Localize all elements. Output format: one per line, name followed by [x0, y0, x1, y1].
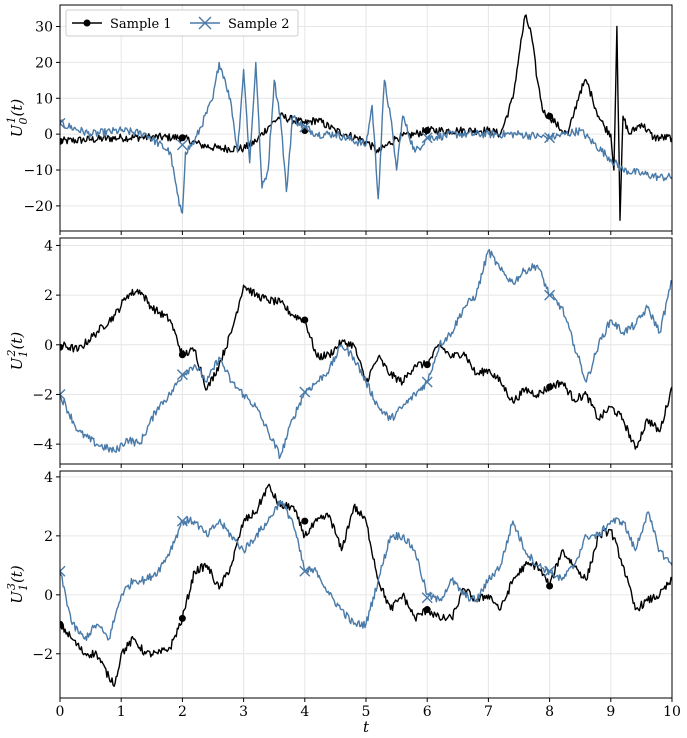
marker-circle — [178, 134, 186, 142]
legend-entry-1: Sample 1 — [72, 17, 172, 32]
marker-x — [176, 139, 188, 151]
marker-circle — [178, 614, 186, 622]
marker-circle — [546, 582, 554, 590]
marker-circle — [60, 137, 64, 145]
marker-x — [421, 592, 433, 604]
panel-2: −4 −2 0 2 4 U12(t) — [5, 237, 673, 468]
y-tick-label: −2 — [32, 387, 53, 403]
marker-circle — [301, 127, 309, 135]
y-tick-label: 2 — [44, 288, 53, 304]
series-line-1 — [60, 483, 672, 687]
series-line-2 — [60, 61, 672, 214]
marker-circle — [423, 606, 431, 614]
legend-box — [65, 9, 299, 37]
y-tick-label: −4 — [32, 437, 53, 453]
marker-circle — [423, 361, 431, 369]
y-tick-label: −2 — [32, 647, 53, 663]
series-1 — [60, 14, 672, 221]
legend-marker-circle — [83, 19, 91, 27]
legend: Sample 1 Sample 2 — [65, 9, 299, 37]
y-tick-label: −10 — [23, 163, 53, 179]
x-tick-label: 3 — [239, 704, 248, 720]
y-axis-label: U12(t) — [5, 332, 30, 371]
marker-x — [421, 132, 433, 144]
y-axis-label: U01(t) — [5, 99, 30, 138]
series-line-2 — [60, 499, 672, 641]
x-tick-label: 5 — [362, 704, 371, 720]
x-tick-label: 8 — [545, 704, 554, 720]
y-tick-label: 2 — [44, 529, 53, 545]
legend-entry-2: Sample 2 — [190, 16, 290, 32]
series-2 — [60, 248, 672, 460]
marker-circle — [60, 620, 64, 628]
y-tick-label: 4 — [44, 470, 53, 486]
y-tick-label: 0 — [44, 338, 53, 354]
x-axis: 0 1 2 3 4 5 6 7 8 9 10 t — [56, 704, 681, 736]
marker-circle — [423, 127, 431, 135]
legend-label: Sample 1 — [110, 17, 172, 32]
marker-circle — [301, 316, 309, 324]
y-tick-label: 30 — [35, 20, 53, 36]
marker-x — [544, 132, 556, 144]
x-tick-label: 4 — [300, 704, 309, 720]
marker-circle — [60, 343, 64, 351]
marker-x — [299, 565, 311, 577]
marker-circle — [546, 112, 554, 120]
marker-x — [60, 388, 66, 400]
x-tick-label: 7 — [484, 704, 493, 720]
legend-marker-x — [198, 16, 212, 30]
marker-x — [421, 376, 433, 388]
y-tick-label: 0 — [44, 588, 53, 604]
y-axis-label: U13(t) — [5, 565, 30, 604]
y-tick-label: 4 — [44, 238, 53, 254]
series-1 — [60, 483, 672, 687]
x-tick-label: 1 — [117, 704, 126, 720]
y-tick-label: 0 — [44, 127, 53, 143]
marker-circle — [178, 351, 186, 359]
legend-label: Sample 2 — [228, 17, 290, 32]
marker-x — [60, 117, 66, 129]
x-tick-label: 0 — [56, 704, 65, 720]
series-2 — [60, 61, 672, 214]
marker-x — [60, 565, 66, 577]
panel-1: −20 −10 0 10 20 30 U01(t) — [5, 4, 673, 235]
marker-circle — [301, 517, 309, 525]
series-2 — [60, 499, 672, 641]
marker-circle — [546, 383, 554, 391]
marker-x — [176, 369, 188, 381]
series-line-2 — [60, 248, 672, 460]
marker-x — [544, 565, 556, 577]
marker-x — [299, 386, 311, 398]
y-tick-label: 10 — [35, 91, 53, 107]
panel-3: −2 0 2 4 U13(t) — [5, 470, 673, 702]
marker-x — [176, 515, 188, 527]
x-tick-label: 2 — [178, 704, 187, 720]
y-tick-label: 20 — [35, 55, 53, 71]
x-tick-label: 6 — [423, 704, 432, 720]
marker-x — [544, 289, 556, 301]
y-tick-label: −20 — [23, 199, 53, 215]
marker-x — [299, 121, 311, 133]
x-tick-label: 9 — [606, 704, 615, 720]
x-axis-label: t — [363, 718, 370, 736]
x-tick-label: 10 — [663, 704, 681, 720]
